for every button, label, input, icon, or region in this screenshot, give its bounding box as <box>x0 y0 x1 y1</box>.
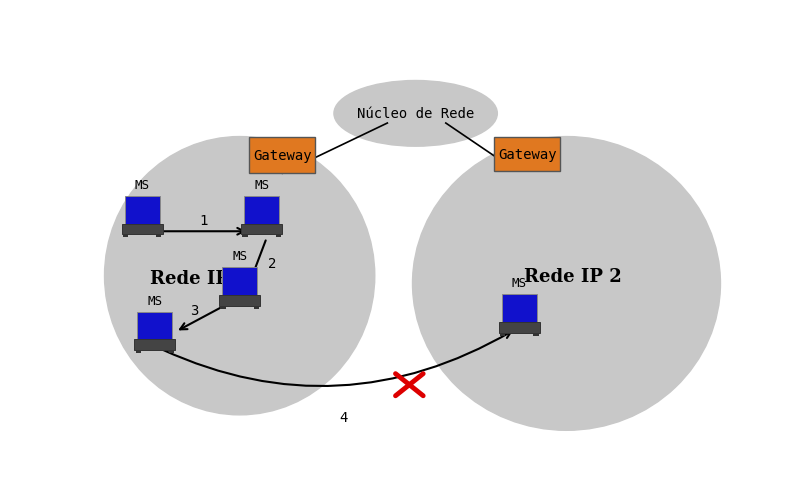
FancyBboxPatch shape <box>122 224 163 235</box>
FancyBboxPatch shape <box>169 351 174 354</box>
Text: Rede IP 1: Rede IP 1 <box>150 269 247 287</box>
FancyBboxPatch shape <box>500 333 505 336</box>
FancyBboxPatch shape <box>502 295 537 324</box>
FancyBboxPatch shape <box>494 137 560 172</box>
FancyBboxPatch shape <box>157 235 161 238</box>
Ellipse shape <box>413 137 720 430</box>
FancyArrowPatch shape <box>163 332 511 386</box>
Ellipse shape <box>334 81 497 147</box>
Text: MS: MS <box>254 178 269 191</box>
Text: MS: MS <box>232 249 247 263</box>
FancyBboxPatch shape <box>221 306 225 309</box>
Text: MS: MS <box>135 178 150 191</box>
FancyBboxPatch shape <box>125 196 160 225</box>
Text: MS: MS <box>512 277 527 290</box>
FancyBboxPatch shape <box>244 196 279 225</box>
Text: 3: 3 <box>191 303 199 317</box>
Text: 2: 2 <box>268 257 277 271</box>
FancyBboxPatch shape <box>219 296 260 306</box>
FancyBboxPatch shape <box>241 224 282 235</box>
Text: MS: MS <box>148 294 162 307</box>
FancyBboxPatch shape <box>249 137 315 174</box>
Text: Rede IP 2: Rede IP 2 <box>524 267 622 285</box>
FancyBboxPatch shape <box>499 323 540 333</box>
Text: 4: 4 <box>339 410 348 424</box>
Ellipse shape <box>105 137 375 415</box>
Text: 1: 1 <box>199 213 208 227</box>
FancyBboxPatch shape <box>135 351 140 354</box>
FancyBboxPatch shape <box>242 235 247 238</box>
FancyBboxPatch shape <box>222 268 257 297</box>
Text: Gateway: Gateway <box>498 148 556 162</box>
Text: Gateway: Gateway <box>253 149 311 163</box>
FancyBboxPatch shape <box>276 235 281 238</box>
Text: Núcleo de Rede: Núcleo de Rede <box>357 107 474 121</box>
FancyBboxPatch shape <box>534 333 539 336</box>
FancyBboxPatch shape <box>123 235 128 238</box>
FancyBboxPatch shape <box>137 312 173 341</box>
FancyBboxPatch shape <box>135 340 175 351</box>
FancyBboxPatch shape <box>254 306 259 309</box>
